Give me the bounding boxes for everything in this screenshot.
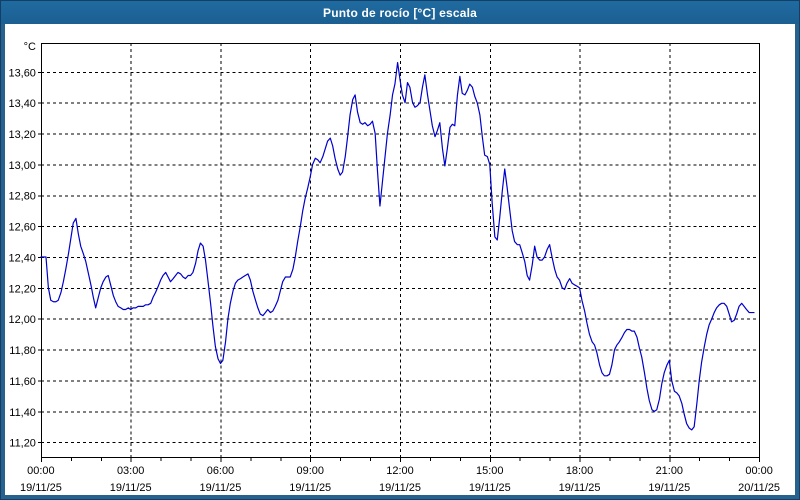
x-tick-time-label: 00:00 (745, 465, 772, 477)
x-tick-time-label: 21:00 (656, 465, 683, 477)
x-tick-date-label: 19/11/25 (648, 482, 690, 494)
y-tick-label: 11,40 (9, 407, 36, 419)
plot-border (40, 42, 761, 459)
x-tick-date-label: 19/11/25 (20, 482, 62, 494)
x-tick-date-label: 19/11/25 (200, 482, 242, 494)
y-tick-label: 11,60 (9, 376, 36, 388)
y-tick-label: 12,60 (8, 222, 35, 234)
y-unit-label: °C (24, 41, 36, 53)
x-tick-time-label: 15:00 (476, 465, 503, 477)
y-tick-label: 12,00 (8, 314, 35, 326)
y-tick-label: 13,60 (8, 67, 35, 79)
x-tick-date-label: 19/11/25 (110, 482, 152, 494)
window-title: Punto de rocío [°C] escala (322, 5, 478, 20)
y-tick-label: 12,40 (8, 252, 35, 264)
x-tick-date-label: 19/11/25 (379, 482, 421, 494)
x-tick-date-label: 19/11/25 (289, 482, 331, 494)
x-tick-time-label: 00:00 (27, 465, 54, 477)
y-tick-label: 13,20 (8, 129, 35, 141)
y-tick-label: 12,20 (8, 283, 35, 295)
chart-area: 13,60 13,40 13,20 13,00 12,80 12,60 12,40 12,20… (5, 24, 795, 495)
x-tick-time-label: 06:00 (207, 465, 234, 477)
y-tick-label: 11,20 (9, 438, 36, 450)
x-tick-date-label: 20/11/25 (738, 482, 780, 494)
x-tick-date-label: 19/11/25 (559, 482, 601, 494)
y-tick-label: 12,80 (8, 191, 35, 203)
x-tick-time-label: 18:00 (566, 465, 593, 477)
dewpoint-line-chart: 13,60 13,40 13,20 13,00 12,80 12,60 12,40 12,20… (8, 41, 780, 494)
y-tick-label: 13,00 (8, 160, 35, 172)
x-tick-time-label: 03:00 (117, 465, 144, 477)
x-tick-date-label: 19/11/25 (469, 482, 511, 494)
series-line (40, 61, 755, 431)
y-tick-label: 13,40 (8, 98, 35, 110)
x-tick-time-label: 12:00 (386, 465, 413, 477)
y-tick-label: 11,80 (9, 345, 36, 357)
window-title-bar: Punto de rocío [°C] escala (1, 1, 799, 24)
x-tick-time-label: 09:00 (297, 465, 324, 477)
